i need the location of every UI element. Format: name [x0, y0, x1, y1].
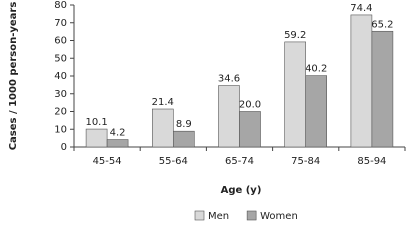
y-tick-label: 70 — [54, 18, 67, 29]
value-label: 21.4 — [152, 97, 174, 108]
legend-label: Women — [260, 211, 298, 222]
bar — [173, 130, 195, 148]
x-tick-label: 45-54 — [93, 156, 122, 167]
y-tick-label: 80 — [54, 0, 67, 11]
chart: Cases / 1000 person-years Age (y) 0 10 20 3… — [8, 0, 406, 222]
y-tick-label: 60 — [54, 36, 67, 47]
x-axis-label: Age (y) — [221, 185, 262, 196]
bar — [218, 85, 240, 148]
bar — [106, 139, 129, 148]
bar — [85, 128, 108, 148]
value-label: 34.6 — [218, 74, 240, 85]
value-label: 40.2 — [305, 64, 327, 75]
x-tick-label: 65-74 — [225, 156, 254, 167]
legend-swatch — [246, 210, 257, 221]
legend-label: Men — [208, 211, 229, 222]
y-tick-label: 0 — [61, 142, 67, 153]
x-tick-label: 85-94 — [357, 156, 386, 167]
y-tick-label: 10 — [54, 124, 67, 135]
y-tick-label: 30 — [54, 89, 67, 100]
bar — [239, 111, 261, 148]
bar — [305, 75, 328, 148]
bar — [284, 41, 307, 148]
y-tick-label: 50 — [54, 53, 67, 64]
value-label: 65.2 — [371, 19, 393, 30]
bar — [371, 30, 394, 148]
bar — [350, 14, 373, 148]
y-tick-label: 20 — [54, 107, 67, 118]
value-label: 8.9 — [176, 119, 192, 130]
value-label: 10.1 — [85, 117, 107, 128]
y-axis-label: Cases / 1000 person-years — [8, 2, 19, 151]
value-label: 74.4 — [350, 3, 372, 14]
x-tick-label: 75-84 — [291, 156, 320, 167]
x-tick-label: 55-64 — [159, 156, 188, 167]
value-label: 59.2 — [284, 30, 306, 41]
legend-swatch — [194, 210, 205, 221]
value-label: 20.0 — [239, 100, 261, 111]
value-label: 4.2 — [110, 128, 126, 139]
bar — [152, 108, 174, 148]
y-tick-label: 40 — [54, 71, 67, 82]
